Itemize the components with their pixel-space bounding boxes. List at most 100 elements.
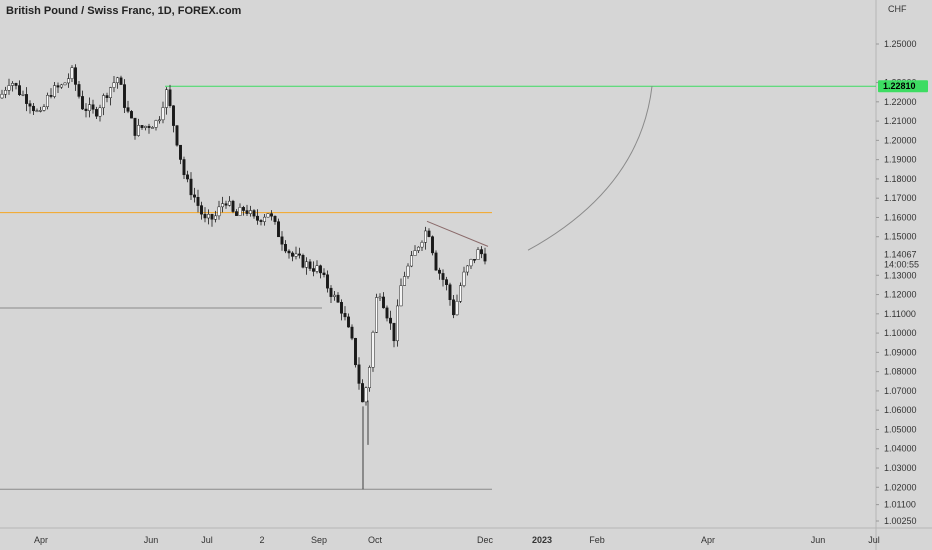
candle-body — [301, 255, 305, 268]
candle-body — [119, 77, 123, 85]
candle-body — [438, 269, 441, 274]
candle-body — [60, 84, 63, 88]
y-tick-label: 1.16000 — [884, 212, 917, 222]
candle-body — [28, 103, 32, 107]
candle-body — [133, 117, 137, 136]
candle-body — [308, 261, 312, 269]
candle-body — [238, 207, 242, 216]
x-tick-label: Jul — [868, 535, 880, 545]
x-tick-label: Feb — [589, 535, 605, 545]
candle-body — [196, 196, 200, 206]
candle-body — [77, 84, 81, 97]
candle-body — [280, 236, 284, 245]
candle-body — [242, 207, 245, 211]
countdown-label: 14:00:55 — [884, 260, 919, 270]
candle-body — [175, 125, 179, 146]
candle-body — [263, 216, 266, 222]
candle-body — [189, 178, 193, 196]
candle-body — [7, 85, 11, 91]
candle-body — [483, 253, 487, 262]
candle-body — [32, 105, 35, 112]
candle-body — [126, 107, 130, 112]
candle-body — [221, 203, 224, 208]
candle-body — [161, 107, 165, 121]
candle-body — [207, 214, 210, 219]
candle-body — [200, 205, 203, 215]
candle-body — [25, 94, 28, 104]
candle-body — [410, 255, 413, 267]
candle-body — [53, 85, 56, 97]
candle-body — [105, 95, 109, 98]
candle-body — [186, 174, 189, 180]
candle-body — [340, 302, 343, 314]
candle-body — [172, 105, 175, 126]
y-tick-label: 1.00250 — [884, 516, 917, 526]
candle-body — [102, 95, 105, 109]
candle-body — [112, 82, 116, 88]
candle-body — [81, 96, 84, 110]
candle-body — [147, 125, 151, 128]
y-tick-label: 1.19000 — [884, 155, 917, 165]
candle-body — [336, 294, 340, 303]
candle-body — [277, 221, 280, 238]
y-tick-label: 1.11000 — [884, 309, 916, 319]
y-tick-label: 1.10000 — [884, 328, 917, 338]
candle-body — [406, 265, 410, 277]
candle-body — [116, 77, 119, 83]
x-tick-label: Jun — [144, 535, 159, 545]
projection-arc — [527, 86, 653, 251]
candle-body — [396, 305, 399, 342]
candle-body — [469, 259, 473, 267]
candle-body — [214, 215, 217, 220]
candle-body — [70, 67, 74, 79]
candle-body — [42, 106, 46, 111]
candle-body — [245, 210, 249, 214]
y-tick-label: 1.02000 — [884, 482, 917, 492]
currency-label: CHF — [888, 4, 907, 14]
x-tick-label: Jun — [811, 535, 826, 545]
candle-body — [49, 95, 53, 97]
candle-body — [266, 213, 270, 218]
candle-body — [0, 93, 4, 99]
candle-body — [18, 85, 21, 96]
candle-body — [273, 215, 277, 222]
x-tick-label: 2023 — [532, 535, 552, 545]
candle-body — [347, 316, 350, 328]
chart-title: British Pound / Swiss Franc, 1D, FOREX.c… — [6, 5, 242, 17]
candle-body — [217, 206, 221, 217]
candle-body — [298, 253, 301, 256]
candle-body — [235, 211, 238, 216]
candle-body — [434, 252, 438, 271]
resistance-price-badge — [878, 80, 928, 93]
y-tick-label: 1.20000 — [884, 135, 917, 145]
candle-body — [84, 108, 88, 111]
x-tick-label: Apr — [701, 535, 715, 545]
y-tick-label: 1.07000 — [884, 386, 917, 396]
candle-body — [91, 104, 95, 110]
y-tick-label: 1.13000 — [884, 270, 917, 280]
candle-body — [452, 299, 455, 316]
x-tick-label: Sep — [311, 535, 327, 545]
candle-body — [441, 273, 445, 280]
y-tick-label: 1.04000 — [884, 444, 917, 454]
candle-body — [95, 109, 98, 117]
candle-body — [88, 104, 91, 111]
candle-body — [168, 89, 172, 106]
candle-body — [466, 265, 469, 273]
candle-body — [343, 313, 347, 318]
candle-body — [375, 297, 378, 333]
candle-body — [459, 285, 462, 302]
candle-body — [333, 294, 336, 297]
candle-body — [210, 214, 214, 220]
candle-body — [67, 78, 70, 84]
resistance-price-label: 1.22810 — [883, 81, 916, 91]
y-tick-label: 1.05000 — [884, 424, 917, 434]
candle-body — [361, 383, 364, 403]
candle-body — [371, 332, 375, 368]
candle-body — [109, 87, 112, 98]
candle-body — [354, 337, 357, 366]
candle-body — [228, 200, 231, 206]
candle-body — [256, 215, 259, 221]
candle-body — [39, 110, 42, 112]
